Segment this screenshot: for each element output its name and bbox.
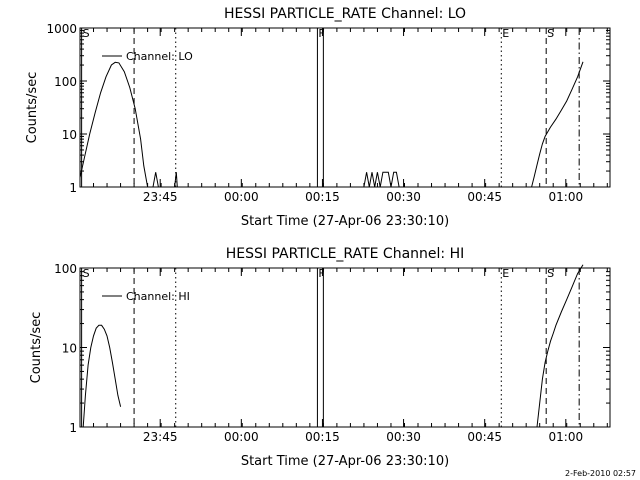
legend-label: Channel: LO <box>126 50 193 63</box>
x-tick-label: 00:15 <box>305 190 340 204</box>
y-tick-label: 10 <box>62 128 77 142</box>
event-label: F <box>318 267 324 280</box>
panel-channel-hi: HESSI PARTICLE_RATE Channel: HI 1 10 100 23:… <box>29 246 611 469</box>
y-tick-label: 100 <box>54 75 77 89</box>
event-label: E <box>502 267 509 280</box>
event-label: E <box>502 27 509 40</box>
x-tick-label: 00:30 <box>386 190 421 204</box>
panel-channel-lo: HESSI PARTICLE_RATE Channel: LO 1 10 100 100… <box>25 6 611 229</box>
event-label: S <box>83 27 90 40</box>
y-tick-label: 1 <box>69 421 77 435</box>
x-tick-label: 00:00 <box>224 190 259 204</box>
x-tick-label: 00:15 <box>305 430 340 444</box>
y-tick-label: 100 <box>54 262 77 276</box>
x-tick-label: 00:30 <box>386 430 421 444</box>
x-axis-label: Start Time (27-Apr-06 23:30:10) <box>241 454 449 469</box>
x-tick-label: 23:45 <box>143 190 178 204</box>
chart-title: HESSI PARTICLE_RATE Channel: HI <box>226 246 464 262</box>
series-line-2 <box>531 61 584 188</box>
plot-frame <box>79 27 611 188</box>
footer-timestamp: 2-Feb-2010 02:57 <box>565 469 636 478</box>
y-axis-label: Counts/sec <box>25 72 40 144</box>
event-label: S <box>547 267 554 280</box>
x-tick-label: 00:00 <box>224 430 259 444</box>
series-line-0 <box>79 61 178 188</box>
y-tick-label: 1 <box>69 181 77 195</box>
event-label: S <box>547 27 554 40</box>
series-line-1 <box>536 264 584 428</box>
y-tick-label: 10 <box>62 342 77 356</box>
y-tick-label: 1000 <box>46 22 77 36</box>
x-tick-label: 01:00 <box>549 190 584 204</box>
x-tick-label: 00:45 <box>467 190 502 204</box>
legend-label: Channel: HI <box>126 290 190 303</box>
event-label: S <box>83 267 90 280</box>
x-tick-label: 00:45 <box>467 430 502 444</box>
series-line-1 <box>363 171 400 188</box>
x-tick-label: 01:00 <box>549 430 584 444</box>
series-line-0 <box>82 324 122 428</box>
x-axis-label: Start Time (27-Apr-06 23:30:10) <box>241 214 449 229</box>
event-label: F <box>318 27 324 40</box>
x-tick-label: 23:45 <box>143 430 178 444</box>
y-axis-label: Counts/sec <box>29 312 44 384</box>
chart-title: HESSI PARTICLE_RATE Channel: LO <box>224 6 466 22</box>
